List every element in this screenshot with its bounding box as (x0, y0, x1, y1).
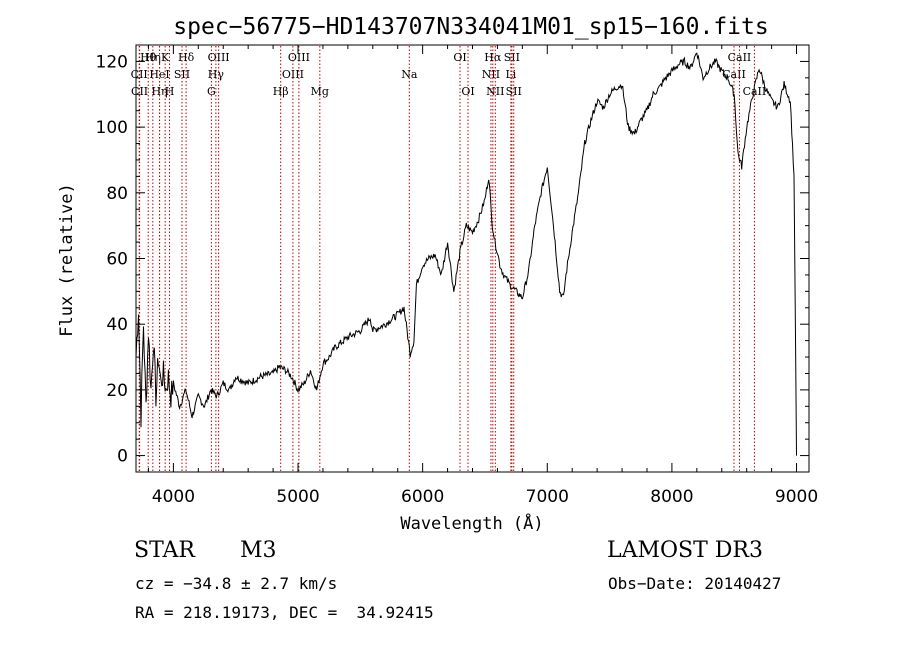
y-tick-label: 60 (106, 250, 128, 270)
line-marker-label: OIII (288, 51, 310, 64)
line-marker-18: OI (453, 46, 467, 471)
line-marker-label: Hα (484, 51, 502, 64)
x-tick-label: 8000 (650, 487, 693, 507)
line-marker-11: Hγ (208, 46, 225, 471)
line-marker-label: Li (505, 68, 516, 81)
line-marker-17: Na (401, 46, 418, 471)
line-marker-10: G (207, 46, 216, 471)
y-tick-label: 100 (96, 118, 128, 138)
x-tick-label: 9000 (775, 487, 818, 507)
line-marker-25: SII (506, 46, 522, 471)
y-axis: 0 20 40 60 80 100 120 (96, 44, 809, 467)
line-marker-label: Hη (151, 85, 167, 98)
y-tick-label: 120 (96, 52, 128, 72)
line-marker-5: Hη (151, 46, 168, 471)
line-marker-label: SII (506, 85, 522, 98)
x-tick-label: 4000 (152, 487, 195, 507)
emission-line-markers: HθCIICIIHηHeIHηKHSIIHδGHγOIIIHβOIIIOIIIM… (131, 46, 767, 471)
line-marker-label: Hδ (178, 51, 195, 64)
line-marker-label: CII (131, 85, 148, 98)
line-marker-12: OIII (208, 46, 230, 471)
line-marker-22: NII (486, 46, 504, 471)
line-marker-label: Hβ (273, 85, 289, 98)
line-marker-label: OI (453, 51, 466, 64)
object-class: STAR (134, 538, 195, 563)
line-marker-label: CaII (743, 85, 767, 98)
line-marker-24: SII (504, 46, 520, 471)
y-tick-label: 80 (106, 184, 128, 204)
observation-date: Obs−Date: 20140427 (608, 574, 782, 593)
x-axis-label: Wavelength (Å) (400, 512, 543, 534)
line-marker-23: Li (505, 46, 517, 471)
y-tick-label: 20 (106, 381, 128, 401)
coordinates: RA = 218.19173, DEC = 34.92415 (135, 603, 434, 622)
line-marker-3: Hη (145, 46, 161, 471)
line-marker-label: K (161, 51, 170, 64)
line-marker-label: Hγ (208, 68, 225, 81)
x-axis: 4000 5000 6000 7000 8000 9000 (147, 45, 818, 507)
line-marker-label: H (165, 85, 175, 98)
line-marker-6: K (161, 46, 170, 471)
line-marker-label: NII (486, 85, 504, 98)
line-marker-16: Mg (311, 46, 329, 471)
line-marker-28: CaII (743, 46, 767, 471)
line-marker-2: CII (131, 46, 148, 471)
line-marker-label: SII (174, 68, 190, 81)
spectrum-line (135, 52, 797, 456)
survey-name: LAMOST DR3 (607, 538, 763, 563)
line-marker-label: Hη (145, 51, 161, 64)
line-marker-26: CaII (722, 46, 746, 471)
line-marker-15: OIII (288, 46, 310, 471)
line-marker-label: CaII (728, 51, 752, 64)
line-marker-label: NII (482, 68, 500, 81)
line-marker-27: CaII (728, 46, 752, 471)
line-marker-label: OIII (282, 68, 304, 81)
chart-title: spec−56775−HD143707N334041M01_sp15−160.f… (173, 14, 768, 40)
line-marker-7: H (165, 46, 175, 471)
line-marker-label: Mg (311, 85, 329, 98)
y-axis-label: Flux (relative) (57, 183, 77, 337)
plot-frame (135, 44, 810, 473)
x-tick-label: 7000 (526, 487, 569, 507)
y-tick-label: 40 (106, 315, 128, 335)
line-marker-9: Hδ (178, 46, 195, 471)
line-marker-19: OI (461, 46, 475, 471)
line-marker-21: Hα (484, 46, 502, 471)
redshift-cz: cz = −34.8 ± 2.7 km/s (135, 574, 338, 593)
line-marker-20: NII (482, 46, 500, 471)
object-subclass: M3 (240, 538, 277, 563)
line-marker-label: SII (504, 51, 520, 64)
line-marker-label: Na (401, 68, 418, 81)
line-marker-label: CaII (722, 68, 746, 81)
line-marker-13: Hβ (273, 46, 289, 471)
x-tick-label: 5000 (276, 487, 319, 507)
line-marker-label: OI (461, 85, 474, 98)
line-marker-label: OIII (208, 51, 230, 64)
line-marker-14: OIII (282, 46, 304, 471)
y-tick-label: 0 (117, 447, 128, 467)
line-marker-8: SII (174, 46, 190, 471)
x-tick-label: 6000 (401, 487, 444, 507)
line-marker-label: G (207, 85, 216, 98)
